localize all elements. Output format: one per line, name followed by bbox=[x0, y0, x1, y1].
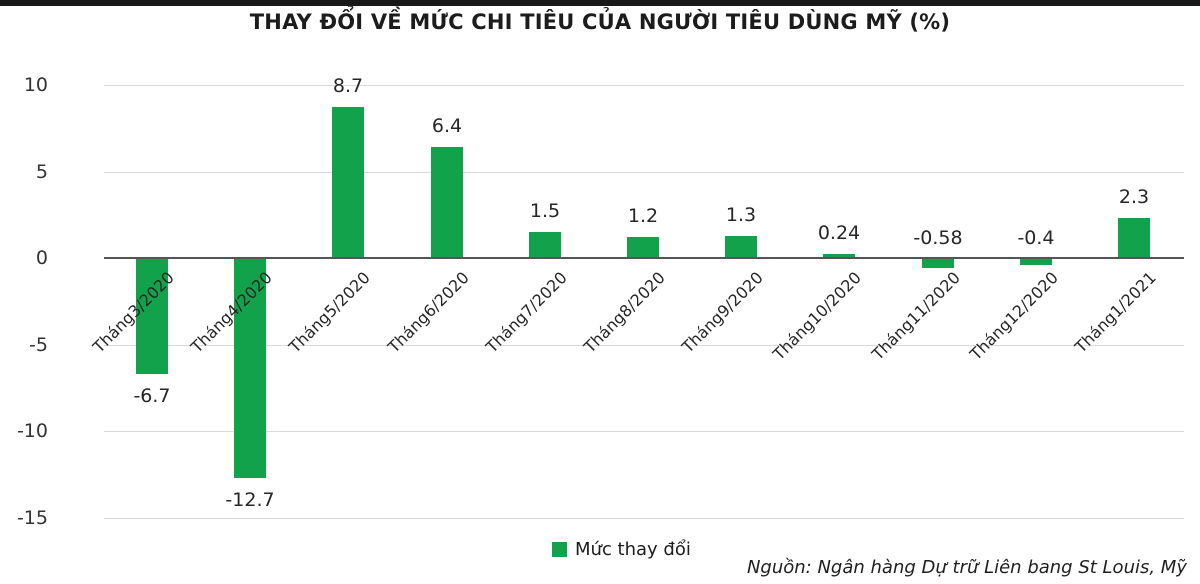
bar-value-label: 0.24 bbox=[817, 222, 861, 244]
bar bbox=[725, 236, 757, 258]
bar bbox=[1118, 218, 1150, 258]
gridline bbox=[104, 172, 1184, 173]
bar-value-label: 1.3 bbox=[725, 204, 757, 226]
bar bbox=[332, 107, 364, 258]
gridline bbox=[104, 431, 1184, 432]
x-axis-tick-label: Tháng9/2020 bbox=[677, 268, 767, 357]
gridline bbox=[104, 345, 1184, 346]
legend-label: Mức thay đổi bbox=[575, 539, 691, 560]
bar-value-label: -12.7 bbox=[225, 489, 275, 511]
bar bbox=[529, 232, 561, 258]
gridline bbox=[104, 85, 1184, 86]
bar bbox=[431, 147, 463, 258]
y-axis-tick-label: 10 bbox=[23, 74, 48, 96]
bar bbox=[922, 258, 954, 268]
green-square-icon bbox=[552, 542, 567, 557]
y-axis-tick-label: -15 bbox=[16, 507, 48, 529]
bar-value-label: 2.3 bbox=[1118, 186, 1150, 208]
top-accent-bar bbox=[0, 0, 1200, 6]
bar-value-label: 8.7 bbox=[332, 75, 364, 97]
x-axis-tick-label: Tháng12/2020 bbox=[965, 268, 1062, 364]
y-axis-tick-label: -10 bbox=[16, 420, 48, 442]
source-note: Nguồn: Ngân hàng Dự trữ Liên bang St Lou… bbox=[746, 557, 1187, 578]
x-axis-tick-label: Tháng6/2020 bbox=[383, 268, 473, 357]
bar bbox=[823, 254, 855, 258]
bar-value-label: -0.58 bbox=[913, 227, 963, 249]
x-axis-tick-label: Tháng7/2020 bbox=[481, 268, 571, 357]
bar-value-label: -0.4 bbox=[1017, 227, 1055, 249]
x-axis-tick-label: Tháng11/2020 bbox=[867, 268, 964, 364]
x-axis-tick-label: Tháng8/2020 bbox=[579, 268, 669, 357]
bar bbox=[1020, 258, 1052, 265]
x-axis-tick-label: Tháng1/2021 bbox=[1070, 268, 1160, 357]
bar-value-label: 6.4 bbox=[431, 115, 463, 137]
bar-value-label: 1.5 bbox=[529, 200, 561, 222]
y-axis-tick-label: 5 bbox=[35, 161, 48, 183]
gridline bbox=[104, 518, 1184, 519]
x-axis-tick-label: Tháng5/2020 bbox=[284, 268, 374, 357]
bar bbox=[627, 237, 659, 258]
legend: Mức thay đổi bbox=[552, 539, 691, 560]
y-axis-tick-label: -5 bbox=[29, 334, 48, 356]
bar-value-label: -6.7 bbox=[133, 385, 171, 407]
bar-value-label: 1.2 bbox=[627, 205, 659, 227]
x-axis-line bbox=[104, 257, 1184, 259]
x-axis-tick-label: Tháng10/2020 bbox=[768, 268, 865, 364]
bar bbox=[136, 258, 168, 374]
y-axis-tick-label: 0 bbox=[35, 247, 48, 269]
bar bbox=[234, 258, 266, 478]
chart-title: THAY ĐỔI VỀ MỨC CHI TIÊU CỦA NGƯỜI TIÊU … bbox=[249, 10, 951, 34]
